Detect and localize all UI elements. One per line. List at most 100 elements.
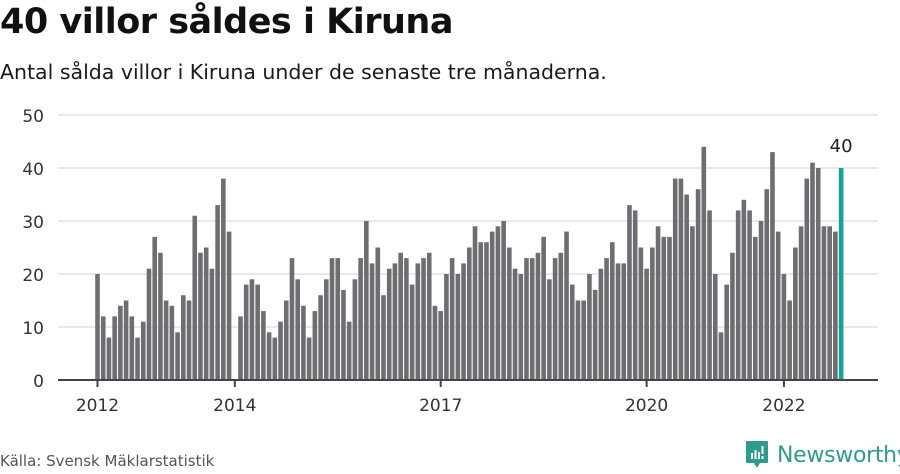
bar <box>301 305 306 380</box>
bar <box>615 263 621 380</box>
bar <box>495 226 501 380</box>
bar <box>501 221 506 380</box>
bar-highlight <box>838 168 844 380</box>
y-tick-label: 50 <box>22 107 44 127</box>
brand-logo: Newsworthy <box>745 440 900 470</box>
bar <box>518 274 524 380</box>
bar <box>329 258 335 380</box>
newsworthy-logo-icon <box>746 441 768 468</box>
bar <box>781 274 787 380</box>
bar <box>787 300 792 380</box>
y-tick-label: 20 <box>22 266 44 286</box>
bar <box>529 258 535 380</box>
bar <box>610 242 615 380</box>
bar <box>106 337 112 380</box>
bar <box>638 247 644 380</box>
bar <box>346 321 352 380</box>
bar <box>100 316 106 380</box>
bar <box>158 252 163 380</box>
bar <box>289 258 295 380</box>
bar <box>163 300 169 380</box>
bar <box>146 268 152 380</box>
bar <box>238 316 243 380</box>
bar <box>398 252 403 380</box>
y-tick-label: 10 <box>22 319 44 339</box>
bar <box>650 247 655 380</box>
bar <box>243 284 249 380</box>
bar <box>627 205 632 380</box>
bar <box>226 231 232 380</box>
bar <box>341 289 346 380</box>
bar <box>221 178 226 380</box>
last-value-annotation: 40 <box>830 136 853 157</box>
bar <box>175 332 180 380</box>
bar <box>707 210 712 380</box>
bar <box>438 311 443 380</box>
bar <box>472 226 478 380</box>
bar <box>461 263 466 380</box>
bar <box>587 274 592 380</box>
bar <box>695 189 701 380</box>
bar-chart: 0 10 20 30 40 50 2012 2014 2017 2020 2022 40 <box>22 107 878 416</box>
bar <box>186 300 192 380</box>
bar <box>758 221 764 380</box>
bar <box>449 258 455 380</box>
bar <box>747 210 752 380</box>
bar <box>283 300 289 380</box>
bar <box>324 279 329 380</box>
bar <box>118 305 123 380</box>
bar <box>827 226 832 380</box>
y-axis-labels: 0 10 20 30 40 50 <box>22 107 44 392</box>
chart-title: 40 villor såldes i Kiruna <box>0 2 453 42</box>
bar <box>415 263 421 380</box>
bar <box>192 215 198 380</box>
bar <box>621 263 627 380</box>
brand-name: Newsworthy <box>777 442 900 468</box>
bar <box>775 231 781 380</box>
bar <box>552 258 558 380</box>
bar <box>135 337 140 380</box>
bar <box>764 189 770 380</box>
bar <box>741 199 747 380</box>
bar <box>249 279 255 380</box>
bar <box>690 226 695 380</box>
bar <box>421 258 426 380</box>
x-tick-label: 2020 <box>625 396 668 416</box>
bar <box>730 252 735 380</box>
bar <box>632 210 638 380</box>
bar <box>678 178 684 380</box>
bar <box>644 268 649 380</box>
bar <box>123 300 129 380</box>
bar <box>278 321 283 380</box>
bar <box>564 231 569 380</box>
bar <box>804 178 810 380</box>
x-tick-label: 2014 <box>213 396 256 416</box>
bar <box>169 305 175 380</box>
bar <box>392 263 398 380</box>
bar <box>369 263 375 380</box>
bar <box>381 295 386 380</box>
bar <box>524 258 529 380</box>
bar <box>701 146 707 380</box>
bars <box>95 146 844 380</box>
y-tick-label: 30 <box>22 213 44 233</box>
bar <box>352 279 358 380</box>
bar <box>215 205 220 380</box>
bar <box>129 316 135 380</box>
bar <box>484 242 489 380</box>
bar <box>478 242 484 380</box>
bar <box>815 168 821 380</box>
bar <box>266 332 272 380</box>
bar <box>753 236 758 380</box>
bar <box>467 247 472 380</box>
bar <box>735 210 741 380</box>
x-tick-label: 2012 <box>76 396 119 416</box>
bar <box>724 284 729 380</box>
bar <box>672 178 678 380</box>
bar <box>547 279 552 380</box>
bar <box>535 252 541 380</box>
bar <box>569 284 575 380</box>
bar <box>140 321 146 380</box>
bar <box>655 226 661 380</box>
bar <box>489 231 495 380</box>
